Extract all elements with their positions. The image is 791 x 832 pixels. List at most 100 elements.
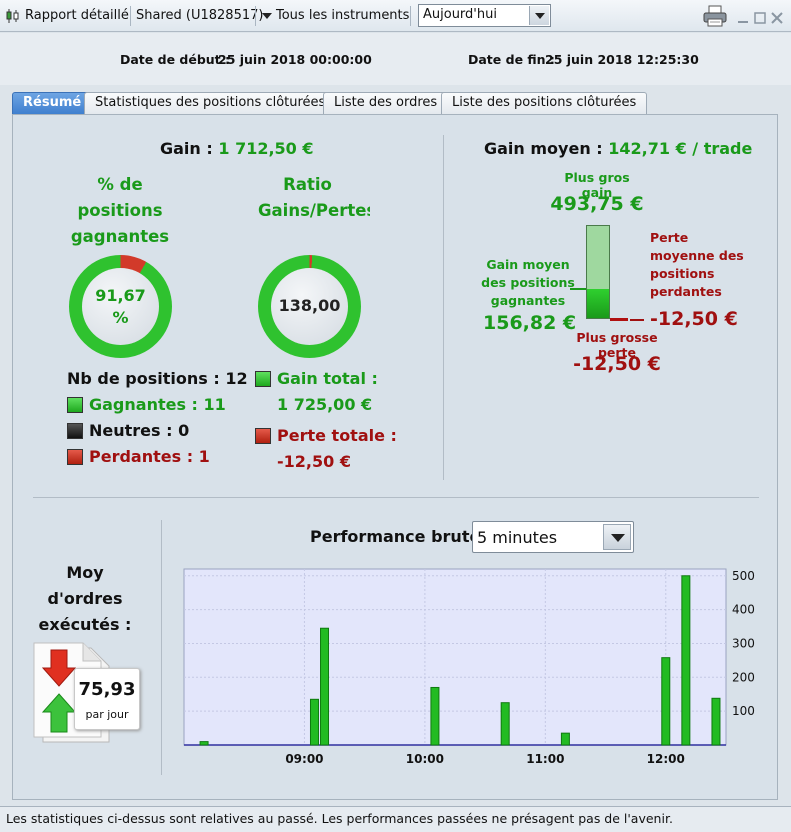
total-gain-label: Gain total : xyxy=(277,369,378,388)
toolbar-divider xyxy=(410,6,411,26)
report-button[interactable]: Rapport détaillé xyxy=(25,8,129,23)
avg-loss-bar xyxy=(610,318,628,321)
avg-gain-marker xyxy=(570,288,586,290)
chart-bar xyxy=(661,657,671,746)
y-tick-label: 200 xyxy=(732,670,755,684)
period-dropdown[interactable]: Aujourd'hui xyxy=(418,4,551,27)
avg-loss-label: Perte moyenne des positions perdantes xyxy=(650,229,744,301)
print-icon[interactable] xyxy=(703,5,727,27)
winning-count: Gagnantes : 11 xyxy=(89,395,226,414)
toolbar: Rapport détaillé Shared (U1828517) Tous … xyxy=(0,0,791,32)
close-icon[interactable] xyxy=(771,9,783,24)
end-date-label: Date de fin : xyxy=(468,52,555,67)
chart-bar xyxy=(500,702,510,746)
orders-value: 75,93 xyxy=(78,679,136,700)
chart-bar xyxy=(681,575,691,746)
avg-win-label-line: des positions xyxy=(481,275,575,290)
y-tick-label: 500 xyxy=(732,569,755,583)
start-date-label: Date de début : xyxy=(120,52,230,67)
section-divider xyxy=(161,520,162,775)
tab-closed-positions-list[interactable]: Liste des positions clôturées xyxy=(441,92,648,114)
biggest-loss-value: -12,50 € xyxy=(573,353,661,375)
start-date-value: 25 juin 2018 00:00:00 xyxy=(218,52,372,67)
chart-plot-area xyxy=(183,568,727,746)
performance-chart: 100 200 300 400 500 09:00 10:00 11:00 12:00 xyxy=(182,567,762,767)
total-gain-value: 1 725,00 € xyxy=(277,395,373,414)
avg-win-label-line: Gain moyen xyxy=(486,257,570,272)
orders-value-box xyxy=(74,668,140,730)
account-selector[interactable]: Shared (U1828517) xyxy=(136,8,264,23)
losing-swatch xyxy=(67,449,83,465)
interval-value: 5 minutes xyxy=(477,528,558,547)
nb-positions: Nb de positions : 12 xyxy=(67,369,248,388)
neutral-swatch xyxy=(67,423,83,439)
performance-chart-svg: 100 200 300 400 500 09:00 10:00 11:00 12:00 xyxy=(183,568,755,766)
neutral-count: Neutres : 0 xyxy=(89,421,190,440)
ratio-title-line: Gains/Pertes xyxy=(258,201,370,220)
orders-title-line: Moy xyxy=(66,563,104,582)
instruments-selector[interactable]: Tous les instruments xyxy=(276,8,410,23)
tab-summary[interactable]: Résumé xyxy=(12,92,93,114)
toolbar-divider xyxy=(255,6,256,26)
tab-orders-list[interactable]: Liste des ordres xyxy=(323,92,449,114)
y-tick-label: 300 xyxy=(732,636,755,650)
date-range-bar: Date de début : 25 juin 2018 00:00:00 Da… xyxy=(0,33,791,85)
section-divider xyxy=(33,497,759,498)
chevron-down-icon[interactable] xyxy=(603,524,631,550)
performance-title: Performance brute xyxy=(310,527,481,546)
total-loss-label: Perte totale : xyxy=(277,426,397,445)
chart-bar xyxy=(430,686,440,746)
x-tick-label: 10:00 xyxy=(406,752,444,766)
chevron-down-icon[interactable] xyxy=(529,6,549,25)
orders-unit: par jour xyxy=(85,708,129,721)
win-pct-value: 91,67 % xyxy=(69,285,172,329)
y-tick-label: 100 xyxy=(732,704,755,718)
orders-title-line: exécutés : xyxy=(38,615,132,634)
maximize-icon[interactable] xyxy=(754,9,766,24)
chart-bar xyxy=(560,732,570,746)
win-pct-title-line: gagnantes xyxy=(70,227,170,246)
win-pct-title-line: positions xyxy=(77,201,163,220)
win-pct-title-line: % de xyxy=(97,175,143,194)
gain-label: Gain : xyxy=(160,139,213,158)
minimize-icon[interactable] xyxy=(737,9,749,23)
avg-gain-label: Gain moyen : xyxy=(484,139,603,158)
avg-gain-bar xyxy=(587,289,609,318)
end-date-value: 25 juin 2018 12:25:30 xyxy=(545,52,699,67)
chart-bar xyxy=(199,741,209,746)
orders-title: Moy d'ordres exécutés : xyxy=(25,560,145,638)
ratio-ring: 138,00 xyxy=(258,255,361,358)
chart-bar xyxy=(320,627,330,746)
section-divider xyxy=(443,135,444,480)
ratio-value: 138,00 xyxy=(278,296,341,315)
orders-title-line: d'ordres xyxy=(47,589,123,608)
biggest-gain-value: 493,75 € xyxy=(550,193,644,215)
total-loss-value: -12,50 € xyxy=(277,452,351,471)
chevron-down-icon[interactable] xyxy=(262,13,272,19)
avg-win-label-line: gagnantes xyxy=(490,293,566,308)
winning-swatch xyxy=(67,397,83,413)
win-pct-title: % de positions gagnantes xyxy=(50,172,190,250)
biggest-loss-label: Plus grosse perte xyxy=(576,330,658,360)
ratio-title-line: Ratio xyxy=(283,175,332,194)
avg-loss-label-line: positions xyxy=(650,266,715,281)
x-tick-label: 09:00 xyxy=(285,752,323,766)
avg-gain-value: 142,71 € / trade xyxy=(608,139,753,158)
chart-bar xyxy=(711,697,721,746)
total-gain-swatch xyxy=(255,371,271,387)
win-pct-ring: 91,67 % xyxy=(69,255,172,358)
avg-loss-marker xyxy=(630,319,644,321)
ratio-ring-center xyxy=(271,268,348,345)
avg-gain-header: Gain moyen : 142,71 € / trade xyxy=(484,139,752,158)
avg-win-value: 156,82 € xyxy=(483,312,577,334)
avg-loss-label-line: moyenne des xyxy=(650,248,744,263)
tab-closed-position-stats[interactable]: Statistiques des positions clôturées xyxy=(84,92,337,114)
y-tick-label: 400 xyxy=(732,603,755,617)
toolbar-divider xyxy=(130,6,131,26)
disclaimer: Les statistiques ci-dessus sont relative… xyxy=(0,806,791,832)
chart-bar xyxy=(309,698,319,746)
avg-loss-label-line: perdantes xyxy=(650,284,722,299)
gain-header: Gain : 1 712,50 € xyxy=(160,139,314,158)
interval-dropdown[interactable]: 5 minutes xyxy=(472,521,634,553)
x-tick-label: 12:00 xyxy=(647,752,685,766)
